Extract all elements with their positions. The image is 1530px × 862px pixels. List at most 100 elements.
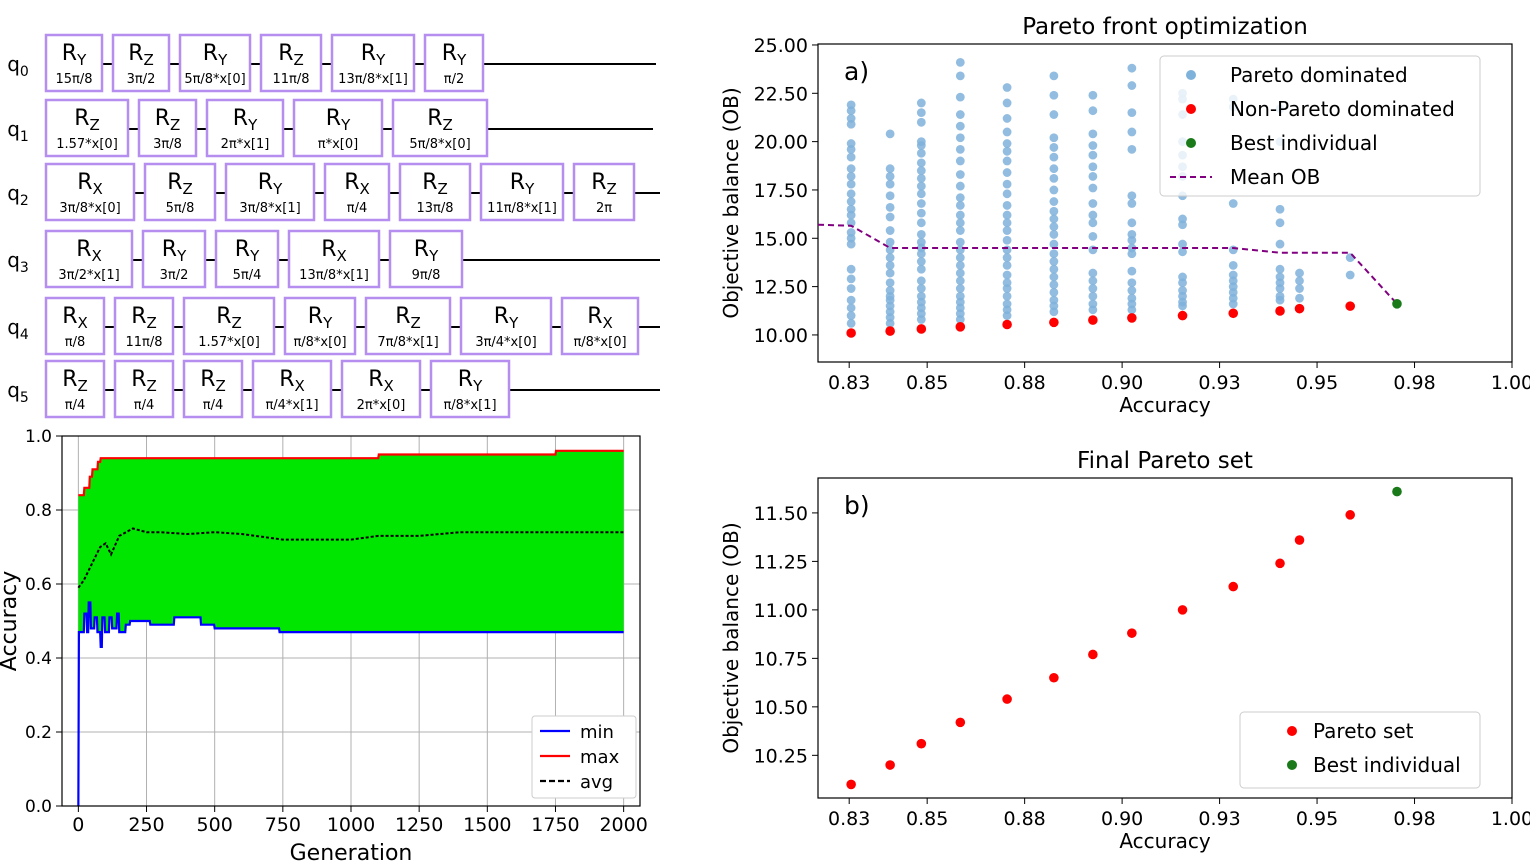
gate-label-sub: Z	[294, 51, 304, 69]
pareto-dominated-point	[1178, 301, 1187, 311]
x-tick-label: 500	[197, 814, 233, 836]
gate-label-main: R	[62, 304, 77, 329]
y-tick-label: 12.50	[754, 277, 808, 299]
pareto-dominated-point	[955, 253, 965, 263]
final-pareto-set-chart: 0.83 0.85 0.88 0.90 0.93 0.95 0.98 1.00 10.25 10.…	[719, 448, 1530, 853]
pareto-dominated-point	[885, 253, 895, 263]
pareto-dominated-point	[955, 201, 965, 210]
pareto-set-point	[846, 779, 856, 790]
gate-box	[111, 33, 171, 93]
gate-box	[214, 229, 280, 289]
pareto-dominated-point	[885, 278, 895, 288]
y-tick-label: 0.0	[25, 797, 52, 817]
gate-parameter: π/8*x[1]	[443, 398, 496, 413]
non-pareto-dominated-point	[1088, 315, 1098, 325]
gate-parameter: π/2	[444, 72, 464, 87]
mean-ob-line	[817, 223, 1398, 305]
pareto-dominated-point	[1002, 189, 1012, 199]
legend-label: Pareto dominated	[1230, 63, 1408, 87]
pareto-dominated-point	[846, 144, 856, 154]
pareto-dominated-point	[955, 181, 965, 191]
pareto-dominated-point	[955, 268, 965, 278]
y-tick-label: 0.2	[25, 723, 52, 743]
gate-parameter: 11π/8*x[1]	[487, 201, 557, 216]
pareto-dominated-point	[1002, 218, 1012, 228]
pareto-dominated-point	[1002, 226, 1012, 235]
gate-label-sub: Z	[216, 377, 226, 395]
pareto-dominated-point	[1295, 268, 1304, 278]
pareto-dominated-point	[916, 230, 926, 239]
y-tick-label: 10.50	[754, 697, 808, 719]
pareto-dominated-point	[955, 276, 965, 286]
gate-parameter: 3π/8*x[0]	[59, 201, 120, 216]
non-pareto-dominated-point	[885, 326, 895, 336]
gate-parameter: 3π/8*x[1]	[239, 201, 300, 216]
pareto-dominated-point	[1228, 245, 1238, 255]
gate-box	[143, 162, 217, 222]
gate-box	[44, 162, 136, 222]
pareto-dominated-point	[916, 98, 926, 108]
gate-label: RX	[76, 237, 102, 265]
gate-label: RY	[442, 41, 467, 69]
non-pareto-dominated-point	[1275, 306, 1285, 316]
pareto-dominated-point	[846, 264, 856, 274]
y-tick-label: 10.75	[754, 648, 808, 670]
gate-label-sub: Y	[428, 247, 439, 265]
pareto-dominated-point	[955, 133, 965, 143]
gate-label-main: R	[62, 41, 77, 66]
gate-label-main: R	[233, 106, 248, 131]
gate-label: RY	[361, 41, 386, 69]
x-tick-label: 0.85	[906, 372, 948, 394]
pareto-dominated-point	[1002, 284, 1012, 293]
pareto-dominated-point	[1127, 278, 1137, 288]
gate-box	[364, 296, 452, 356]
qubit-label: q5	[7, 378, 29, 406]
gate-label-main: R	[74, 106, 89, 131]
pareto-dominated-point	[846, 239, 856, 249]
pareto-dominated-point	[1178, 278, 1187, 288]
pareto-dominated-point	[1088, 305, 1098, 315]
pareto-dominated-point	[916, 189, 926, 199]
series-line-max	[78, 449, 624, 497]
pareto-dominated-point	[846, 197, 856, 206]
gate-parameter: 15π/8	[55, 72, 92, 87]
gate-label: RZ	[62, 367, 88, 395]
pareto-dominated-point	[1002, 156, 1012, 166]
gate-box	[398, 162, 472, 222]
gate-label-main: R	[216, 304, 231, 329]
non-pareto-dominated-point	[1228, 308, 1239, 319]
gate-parameter: π/8*x[0]	[293, 335, 346, 350]
y-tick-label: 11.50	[754, 503, 808, 525]
gate-box	[560, 296, 640, 356]
gate-parameter: 5π/8*x[0]	[184, 72, 245, 87]
pareto-dominated-point	[1275, 295, 1285, 305]
pareto-dominated-point	[1049, 249, 1059, 259]
pareto-dominated-point	[1049, 288, 1059, 297]
gate-label: RZ	[427, 106, 453, 134]
gate-label-sub: Z	[438, 180, 448, 198]
gate-parameter: π*x[0]	[318, 137, 358, 152]
gate-box	[388, 229, 464, 289]
gate-parameter: 5π/8	[166, 201, 195, 216]
pareto-dominated-point	[955, 110, 965, 119]
pareto-dominated-point	[846, 172, 856, 181]
gate-label-sub: Z	[170, 116, 180, 134]
pareto-dominated-point	[1049, 264, 1059, 274]
y-axis-label: Accuracy	[0, 571, 22, 671]
pareto-dominated-point	[1127, 218, 1137, 228]
pareto-dominated-point	[1088, 245, 1098, 255]
pareto-dominated-point	[1127, 191, 1137, 201]
legend-label: Pareto set	[1313, 719, 1414, 743]
gate-label-sub: Y	[322, 314, 333, 332]
gate-label: RX	[368, 367, 394, 395]
pareto-dominated-point	[1002, 201, 1012, 210]
pareto-dominated-point	[916, 166, 926, 176]
pareto-dominated-point	[1275, 284, 1285, 293]
gate-label: RY	[414, 237, 439, 265]
chart-title: Final Pareto set	[1077, 448, 1253, 474]
gate-label: RY	[308, 304, 333, 332]
legend-marker	[1287, 760, 1297, 770]
legend-marker	[1287, 726, 1297, 736]
x-tick-label: 0.88	[1003, 808, 1045, 830]
y-tick-label: 1.0	[25, 427, 52, 447]
